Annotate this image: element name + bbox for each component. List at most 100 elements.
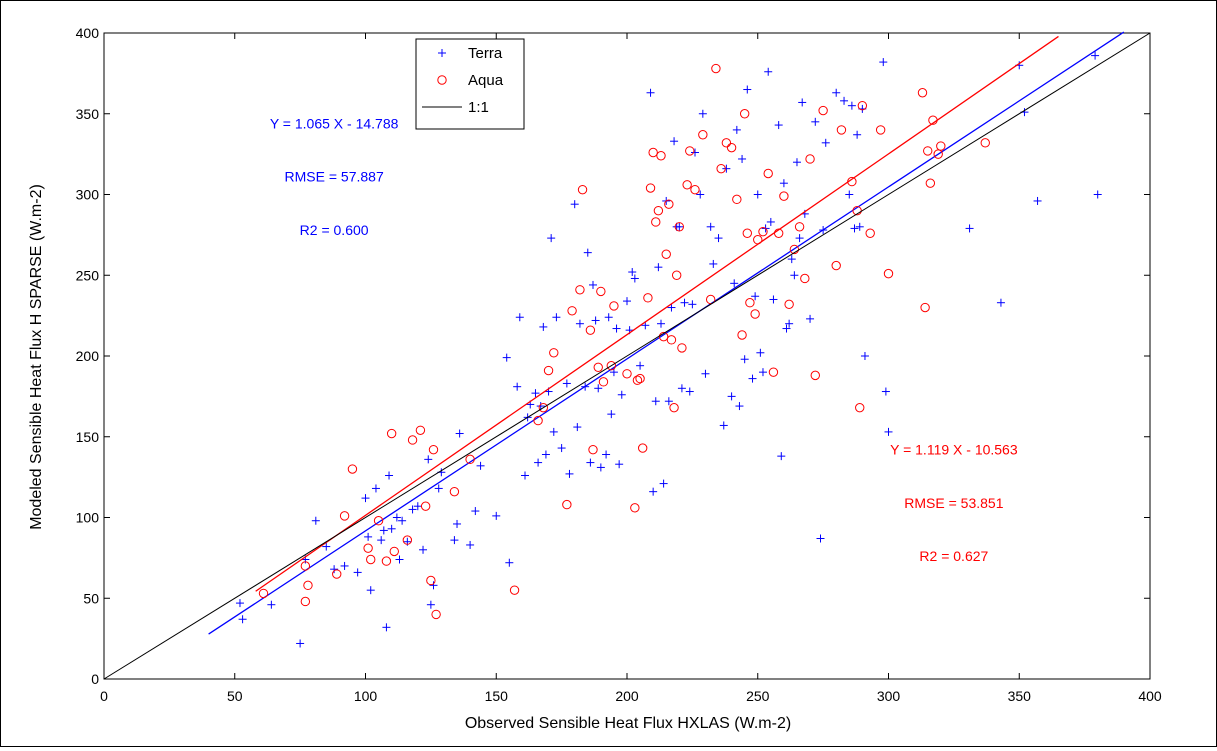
aqua-point bbox=[805, 154, 815, 164]
aqua-point bbox=[763, 168, 773, 179]
terra-point bbox=[547, 234, 556, 243]
terra-point bbox=[361, 494, 370, 503]
terra-point bbox=[466, 540, 475, 549]
terra-point bbox=[596, 463, 605, 472]
terra-point bbox=[850, 224, 859, 233]
terra-point bbox=[557, 444, 566, 453]
terra-point bbox=[696, 190, 705, 199]
terra-point bbox=[845, 190, 854, 199]
terra-point bbox=[395, 555, 404, 564]
aqua-point bbox=[609, 301, 619, 311]
aqua-point bbox=[855, 402, 865, 413]
terra-point bbox=[779, 179, 788, 188]
terra-point bbox=[377, 536, 386, 545]
terra-point bbox=[502, 353, 511, 362]
aqua-point bbox=[593, 362, 603, 373]
x-tick-label: 350 bbox=[1008, 688, 1032, 704]
fit-annotation: RMSE = 57.887 bbox=[285, 169, 384, 185]
aqua-point bbox=[562, 499, 572, 510]
aqua-point bbox=[303, 580, 313, 591]
y-axis-label: Modeled Sensible Heat Flux H SPARSE (W.m… bbox=[28, 184, 45, 530]
terra-point bbox=[649, 487, 658, 496]
aqua-point bbox=[664, 199, 674, 209]
terra-point bbox=[311, 516, 320, 525]
terra-point bbox=[774, 121, 783, 130]
terra-point bbox=[594, 384, 603, 393]
terra-point bbox=[617, 390, 626, 399]
terra-point bbox=[591, 316, 600, 325]
aqua-point bbox=[549, 348, 559, 358]
aqua-point bbox=[875, 125, 886, 135]
aqua-point bbox=[622, 369, 632, 379]
aqua-point bbox=[758, 226, 768, 237]
terra-point bbox=[798, 98, 807, 107]
terra-point bbox=[879, 58, 888, 67]
terra-point bbox=[860, 352, 869, 360]
aqua-point bbox=[716, 163, 726, 174]
y-tick-label: 300 bbox=[76, 187, 100, 203]
aqua-point bbox=[883, 268, 894, 279]
terra-point bbox=[340, 561, 349, 570]
aqua-point bbox=[632, 375, 643, 385]
terra-point bbox=[965, 224, 974, 233]
terra-point bbox=[353, 568, 362, 577]
aqua-point bbox=[575, 285, 585, 295]
aqua-point bbox=[794, 222, 805, 232]
terra-point bbox=[387, 524, 396, 533]
terra-point bbox=[413, 502, 422, 511]
aqua-point bbox=[648, 147, 658, 158]
aqua-point bbox=[674, 222, 684, 232]
one-to-one-line bbox=[103, 32, 1151, 680]
fit-annotation: Y = 1.119 X - 10.563 bbox=[890, 442, 1018, 458]
aqua-point bbox=[630, 503, 640, 513]
terra-point bbox=[819, 226, 828, 235]
plot-area bbox=[103, 31, 1151, 680]
aqua-point bbox=[533, 415, 543, 426]
aqua-point bbox=[831, 260, 841, 271]
y-tick-label: 250 bbox=[76, 267, 100, 283]
y-tick-label: 400 bbox=[76, 25, 100, 41]
terra-point bbox=[847, 101, 856, 110]
aqua-point bbox=[598, 377, 609, 387]
aqua-point bbox=[920, 302, 930, 313]
aqua-point bbox=[656, 151, 666, 161]
aqua-point bbox=[677, 343, 687, 353]
aqua-point bbox=[836, 125, 847, 135]
terra-point bbox=[455, 429, 464, 438]
terra-point bbox=[766, 217, 775, 226]
x-tick-label: 0 bbox=[100, 688, 108, 704]
aqua-point bbox=[980, 138, 990, 148]
terra-point bbox=[806, 314, 815, 323]
aqua-point bbox=[577, 184, 588, 195]
terra-point bbox=[764, 67, 773, 76]
terra-point bbox=[607, 410, 616, 419]
y-tick-label: 350 bbox=[76, 106, 100, 122]
aqua-point bbox=[449, 486, 460, 497]
terra-point bbox=[790, 271, 799, 280]
terra-point bbox=[581, 382, 590, 391]
aqua-point bbox=[381, 556, 392, 566]
terra-point bbox=[296, 639, 305, 648]
terra-point bbox=[379, 526, 388, 535]
legend-label: Terra bbox=[468, 45, 503, 62]
terra-point bbox=[722, 164, 731, 173]
terra-point bbox=[1091, 51, 1100, 60]
terra-point bbox=[589, 280, 598, 289]
legend-box bbox=[415, 38, 525, 130]
aqua-point bbox=[402, 535, 413, 545]
terra-point bbox=[382, 623, 391, 632]
aqua-point bbox=[637, 443, 648, 453]
aqua-point bbox=[865, 228, 875, 238]
terra-point bbox=[426, 600, 435, 609]
x-tick-label: 50 bbox=[227, 688, 243, 704]
terra-point bbox=[471, 507, 480, 516]
y-tick-label: 200 bbox=[76, 348, 100, 364]
aqua-point bbox=[739, 109, 750, 119]
terra-point bbox=[758, 368, 767, 377]
terra-point bbox=[366, 586, 375, 595]
aqua-point bbox=[750, 309, 760, 319]
aqua-point bbox=[800, 273, 810, 284]
aqua-point bbox=[509, 585, 520, 595]
aqua-point bbox=[407, 435, 418, 445]
terra-point bbox=[392, 513, 401, 522]
